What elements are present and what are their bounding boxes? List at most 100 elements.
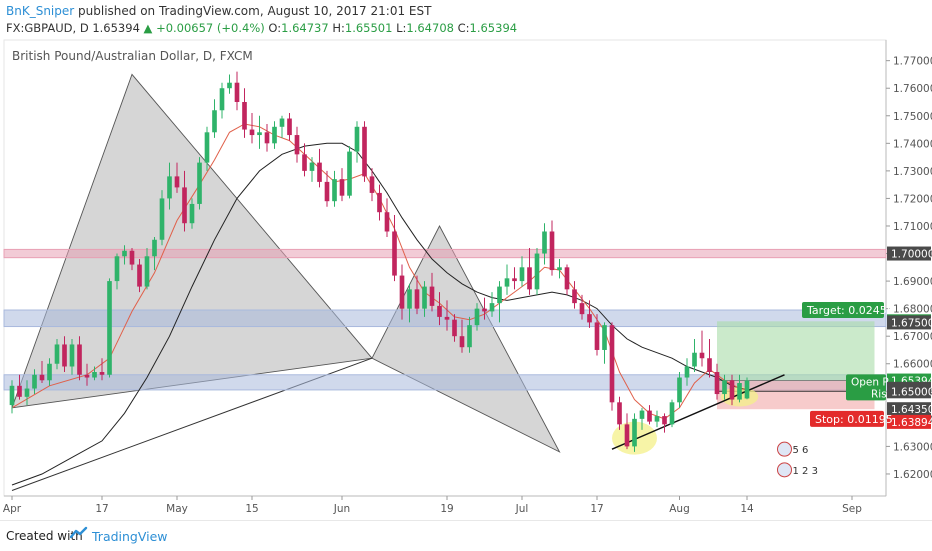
candle-body: [572, 289, 577, 304]
event-label: 1 2 3: [793, 466, 818, 477]
created-with-text: Created with: [6, 529, 83, 543]
y-tick-label: 1.62000: [893, 469, 932, 481]
author-link[interactable]: BnK_Sniper: [6, 4, 75, 18]
price-tag-bg: [887, 384, 931, 399]
y-tick-label: 1.73000: [893, 166, 932, 178]
candle-body: [69, 344, 75, 367]
candle-25: [197, 157, 202, 210]
candle-body: [47, 363, 52, 381]
low-label: L:: [396, 21, 407, 35]
candle-body: [662, 416, 667, 425]
candle-50: [384, 198, 390, 238]
candle-54: [414, 275, 420, 315]
candle-body: [684, 366, 690, 378]
candle-85: [647, 405, 652, 425]
candle-75: [572, 281, 577, 309]
event-flag-icon: [777, 462, 792, 478]
candle-45: [347, 146, 352, 199]
price-tag-text: 1.63894: [891, 417, 932, 429]
risk-label-text: Ris: [871, 388, 887, 400]
candle-52: [399, 264, 405, 320]
candle-77: [587, 300, 592, 328]
candle-35: [272, 121, 277, 149]
candle-body: [677, 377, 682, 403]
candle-body: [354, 126, 360, 152]
candle-body: [654, 416, 660, 422]
candle-93: [707, 338, 712, 378]
x-tick-label: Sep: [842, 503, 862, 515]
candle-body: [414, 289, 420, 309]
x-tick-label: 17: [590, 503, 603, 515]
candle-body: [234, 82, 240, 102]
x-tick-label: 15: [245, 503, 258, 515]
price-tag: 1.67500: [887, 315, 932, 330]
candle-body: [54, 344, 60, 364]
candle-body: [669, 402, 675, 425]
candle-42: [324, 170, 330, 207]
candle-body: [227, 82, 232, 89]
candle-body: [362, 126, 367, 177]
candle-11: [92, 366, 97, 381]
candle-body: [92, 372, 97, 378]
candle-body: [579, 303, 585, 315]
candle-body: [699, 352, 705, 359]
y-tick-label: 1.68000: [893, 304, 932, 316]
candle-body: [459, 336, 465, 348]
candle-body: [174, 176, 180, 188]
tradingview-brand[interactable]: TradingView: [92, 529, 168, 544]
candle-body: [32, 374, 37, 389]
candle-3: [32, 369, 37, 395]
candle-body: [422, 286, 427, 309]
candle-body: [399, 275, 405, 309]
candle-body: [549, 231, 555, 271]
price-tag-text: 1.64350: [891, 404, 932, 416]
candle-body: [332, 179, 337, 202]
candle-76: [579, 294, 585, 320]
price-tag-text: 1.65000: [891, 386, 932, 398]
x-tick-label: 19: [440, 503, 453, 515]
open-value: 1.64737: [281, 21, 329, 35]
candle-body: [407, 289, 412, 309]
candle-47: [362, 121, 367, 182]
price-tag: 1.64350: [887, 402, 932, 417]
event-flag-icon: [777, 441, 792, 457]
price-tag-bg: [887, 414, 931, 429]
event-icon-1: 1 2 3: [777, 462, 818, 478]
candle-22: [174, 162, 180, 193]
candle-body: [189, 203, 195, 224]
candle-body: [384, 212, 390, 232]
candle-49: [377, 184, 382, 221]
candle-body: [302, 154, 307, 171]
candle-32: [249, 113, 255, 144]
candle-96: [729, 374, 735, 406]
candle-5: [47, 358, 52, 386]
candle-body: [264, 132, 270, 144]
candle-body: [84, 374, 90, 378]
close-value: 1.65394: [469, 21, 518, 35]
candle-65: [497, 281, 502, 323]
close-label: C:: [457, 21, 470, 35]
candle-58: [444, 300, 450, 331]
candle-70: [534, 248, 540, 295]
candle-body: [737, 383, 742, 400]
candle-7: [62, 336, 67, 373]
candle-body: [249, 129, 255, 136]
x-tick-label: 17: [95, 503, 108, 515]
price-chart[interactable]: British Pound/Australian Dollar, D, FXCM…: [0, 38, 932, 520]
candle-body: [114, 256, 120, 282]
candle-8: [69, 338, 75, 375]
candle-body: [144, 256, 150, 287]
candle-64: [489, 292, 495, 317]
candle-36: [279, 115, 285, 138]
candle-14: [114, 253, 120, 290]
resistance-zone: [3, 248, 887, 259]
candle-21: [167, 162, 172, 210]
candle-84: [639, 407, 645, 430]
change-text: +0.00657 (+0.4%): [156, 21, 265, 35]
x-tick-label: Aug: [669, 503, 690, 515]
price-tag: 1.63894: [887, 414, 932, 429]
y-tick-label: 1.71000: [893, 221, 932, 233]
candle-body: [77, 344, 82, 375]
candle-body: [99, 372, 105, 375]
target-label-text: Target: 0.02455: [806, 304, 894, 317]
